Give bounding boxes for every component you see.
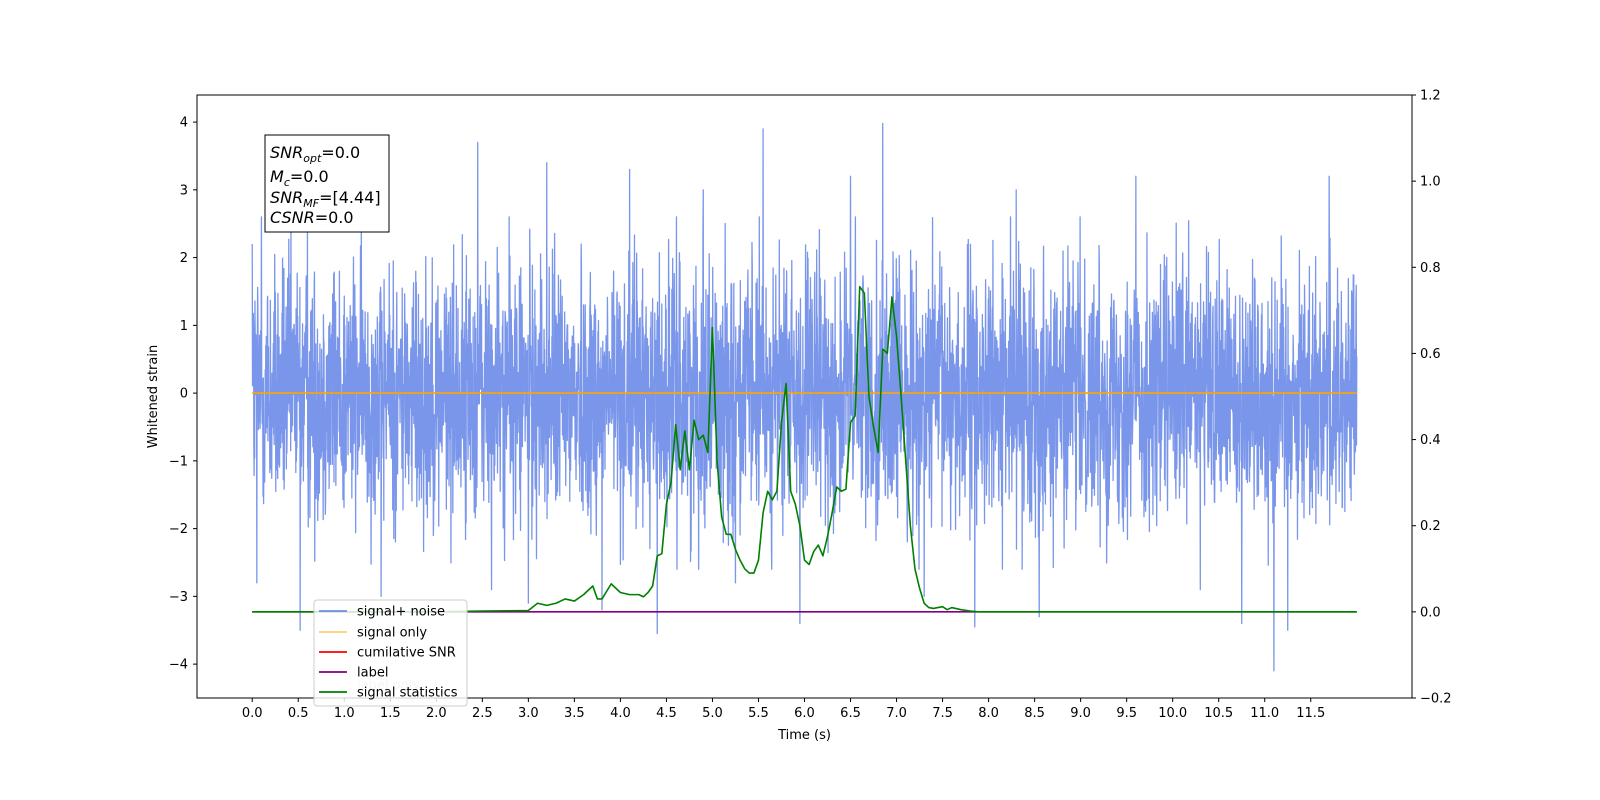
x-axis-label: Time (s) [777,728,831,743]
y-tick-label: −1 [169,454,188,469]
y-tick-label: 4 [180,116,188,131]
y-tick-label: 1 [180,319,188,334]
x-tick-label: 9.5 [1116,706,1137,721]
x-tick-label: 7.0 [886,706,907,721]
annotation-subscript: c [284,176,290,189]
x-tick-label: 8.5 [1024,706,1045,721]
x-axis: 0.0 0.5 1.0 1.5 2.0 2.5 3.0 3.5 4.0 4.5 5.0 5.5 6.0 6… [242,698,1325,721]
annotation-subscript: MF [303,197,319,210]
x-tick-label: 3.0 [518,706,539,721]
annotation-subscript: opt [303,152,322,165]
x-tick-label: 8.0 [978,706,999,721]
annotation-value: =0.0 [290,167,329,186]
y2-tick-label: 0.0 [1420,605,1441,620]
x-tick-label: 10.0 [1158,706,1187,721]
x-tick-label: 1.0 [334,706,355,721]
x-tick-label: 4.5 [656,706,677,721]
annotation-line: CSNR=0.0 [270,208,354,227]
y-tick-label: 3 [180,183,188,198]
annotation-frame [264,134,390,233]
annotation-symbol: SNR [270,143,303,162]
annotation-symbol: CSNR [270,208,315,227]
y2-tick-label: 0.6 [1420,347,1441,362]
legend-entry: signal only [357,626,427,641]
y-axis-right: 1.2 1.0 0.8 0.6 0.4 0.2 0.0 −0.2 [1412,89,1452,707]
x-tick-label: 9.0 [1070,706,1091,721]
x-tick-label: 11.5 [1296,706,1325,721]
y-axis-left: 4 3 2 1 0 −1 −2 −3 −4 [169,116,197,673]
legend-entry: label [357,666,388,681]
x-tick-label: 1.5 [380,706,401,721]
annotation-value: =0.0 [315,208,354,227]
x-tick-label: 0.5 [288,706,309,721]
annotation-line: SNRopt=0.0 [270,143,360,165]
annotation-value: =[4.44] [319,188,381,207]
y-tick-label: −2 [169,522,188,537]
x-tick-label: 3.5 [564,706,585,721]
x-tick-label: 5.5 [748,706,769,721]
x-tick-label: 2.0 [426,706,447,721]
y-axis-label: Whitened strain [146,345,161,448]
y-tick-label: −4 [169,658,188,673]
annotation-line: Mc=0.0 [270,167,329,189]
annotation-line: SNRMF=[4.44] [270,188,381,210]
x-tick-label: 5.0 [702,706,723,721]
legend-entry: cumilative SNR [357,646,456,661]
y-tick-label: 2 [180,251,188,266]
annotation-symbol: SNR [270,188,303,207]
x-tick-label: 2.5 [472,706,493,721]
y2-tick-label: 1.2 [1420,89,1441,104]
y2-tick-label: 0.8 [1420,261,1441,276]
x-tick-label: 0.0 [242,706,263,721]
x-tick-label: 11.0 [1250,706,1279,721]
legend-entry: signal statistics [357,686,458,701]
legend-frame [313,599,468,707]
x-tick-label: 4.0 [610,706,631,721]
series-line-signal-statistics [252,285,1357,613]
series-line-signal-noise [251,122,1358,672]
y-tick-label: 0 [180,387,188,402]
x-tick-label: 10.5 [1204,706,1233,721]
x-tick-label: 6.5 [840,706,861,721]
x-tick-label: 7.5 [932,706,953,721]
y2-tick-label: 1.0 [1420,175,1441,190]
y2-tick-label: 0.2 [1420,519,1441,534]
x-tick-label: 6.0 [794,706,815,721]
y2-tick-label: 0.4 [1420,433,1441,448]
y-tick-label: −3 [169,590,188,605]
annotation-symbol: M [270,167,284,186]
y2-tick-label: −0.2 [1420,692,1452,707]
annotation-value: =0.0 [321,143,360,162]
legend-entry: signal+ noise [357,605,445,620]
